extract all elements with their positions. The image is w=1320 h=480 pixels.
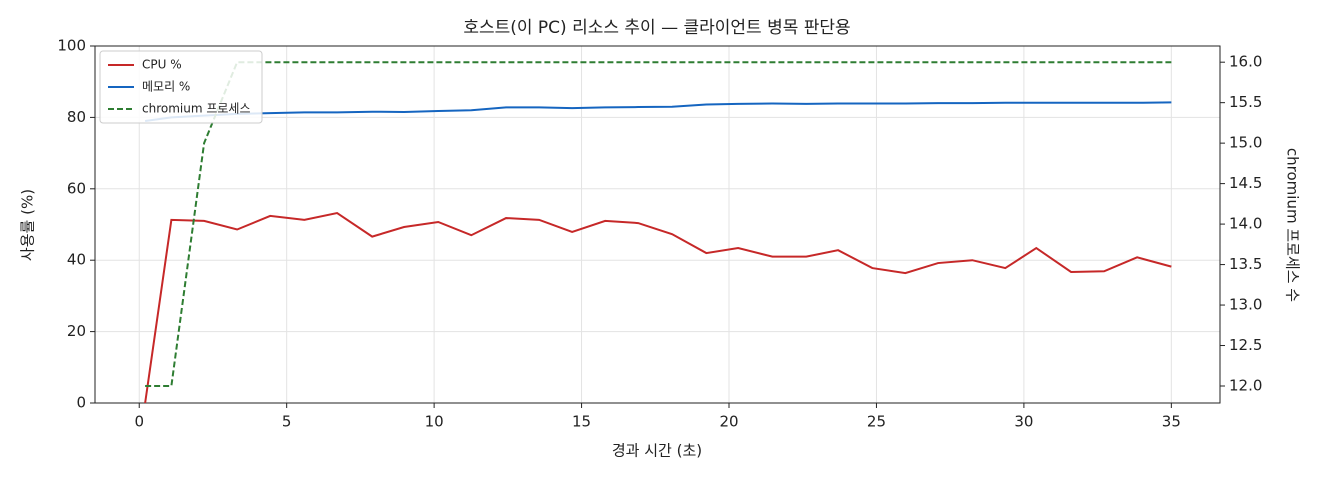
legend-label: 메모리 %	[142, 80, 190, 94]
y2-axis-label: chromium 프로세스 수	[1284, 148, 1302, 302]
y-tick-label: 0	[76, 394, 86, 412]
y-tick-label: 80	[67, 108, 86, 126]
legend-label: chromium 프로세스	[142, 102, 251, 116]
y2-tick-label: 14.5	[1229, 174, 1262, 192]
y2-tick-label: 12.0	[1229, 377, 1262, 395]
y2-tick-label: 13.5	[1229, 255, 1262, 273]
x-tick-label: 15	[572, 413, 591, 431]
x-tick-label: 10	[425, 413, 444, 431]
x-axis-label: 경과 시간 (초)	[612, 442, 702, 460]
y2-tick-label: 14.0	[1229, 215, 1262, 233]
y-axis-label: 사용률 (%)	[19, 189, 37, 261]
y2-tick-label: 15.0	[1229, 134, 1262, 152]
y2-tick-label: 15.5	[1229, 93, 1262, 111]
x-tick-label: 5	[282, 413, 292, 431]
y2-tick-label: 12.5	[1229, 336, 1262, 354]
y-tick-label: 40	[67, 251, 86, 269]
y-tick-label: 100	[57, 37, 86, 55]
x-tick-label: 20	[719, 413, 738, 431]
legend-label: CPU %	[142, 58, 182, 72]
y2-tick-label: 16.0	[1229, 53, 1262, 71]
x-tick-label: 25	[867, 413, 886, 431]
plot-frame	[94, 45, 1221, 404]
legend: CPU % 메모리 % chromium 프로세스	[99, 50, 263, 124]
data-line	[145, 61, 1172, 387]
x-tick-label: 35	[1162, 413, 1181, 431]
x-tick-label: 0	[134, 413, 144, 431]
legend-box	[99, 50, 263, 124]
data-line	[144, 101, 1172, 122]
y-tick-label: 60	[67, 179, 86, 197]
chart-title: 호스트(이 PC) 리소스 추이 — 클라이언트 병목 판단용	[463, 18, 850, 38]
y2-tick-label: 13.0	[1229, 296, 1262, 314]
data-line	[144, 212, 1172, 404]
y-tick-label: 20	[67, 322, 86, 340]
x-tick-label: 30	[1014, 413, 1033, 431]
